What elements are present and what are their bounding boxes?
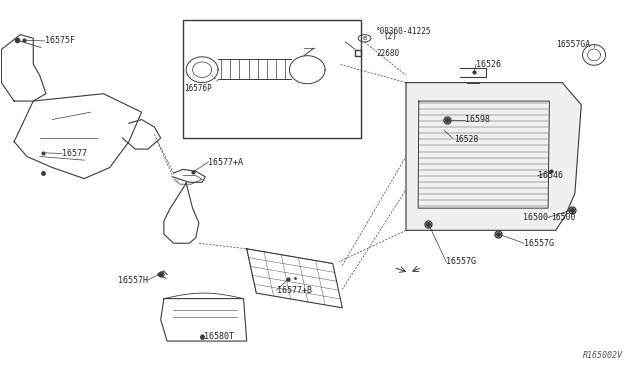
Text: B: B <box>362 36 367 41</box>
Text: 16577+A: 16577+A <box>209 157 243 167</box>
Text: 16557H: 16557H <box>118 276 148 285</box>
Text: 16557G: 16557G <box>524 239 554 248</box>
Text: 22680: 22680 <box>376 49 399 58</box>
Text: 16528: 16528 <box>454 135 478 144</box>
Text: 16500: 16500 <box>550 213 575 222</box>
Text: 16576P: 16576P <box>184 84 212 93</box>
Text: 16575F: 16575F <box>45 36 75 45</box>
Text: 16557GA: 16557GA <box>556 41 590 49</box>
Text: R165002V: R165002V <box>582 351 623 360</box>
Text: °08360-41225: °08360-41225 <box>376 28 431 36</box>
Bar <box>183 20 362 138</box>
Text: 16577: 16577 <box>62 149 87 158</box>
Polygon shape <box>406 83 581 230</box>
Text: 16546: 16546 <box>538 171 563 180</box>
Text: 16598: 16598 <box>465 115 490 124</box>
Text: 16577+B: 16577+B <box>276 286 312 295</box>
Text: 16526: 16526 <box>476 60 501 69</box>
Text: 16557G: 16557G <box>446 257 476 266</box>
Text: 16580T: 16580T <box>204 332 234 341</box>
Text: 16500: 16500 <box>523 213 548 222</box>
Text: (2): (2) <box>384 32 397 41</box>
